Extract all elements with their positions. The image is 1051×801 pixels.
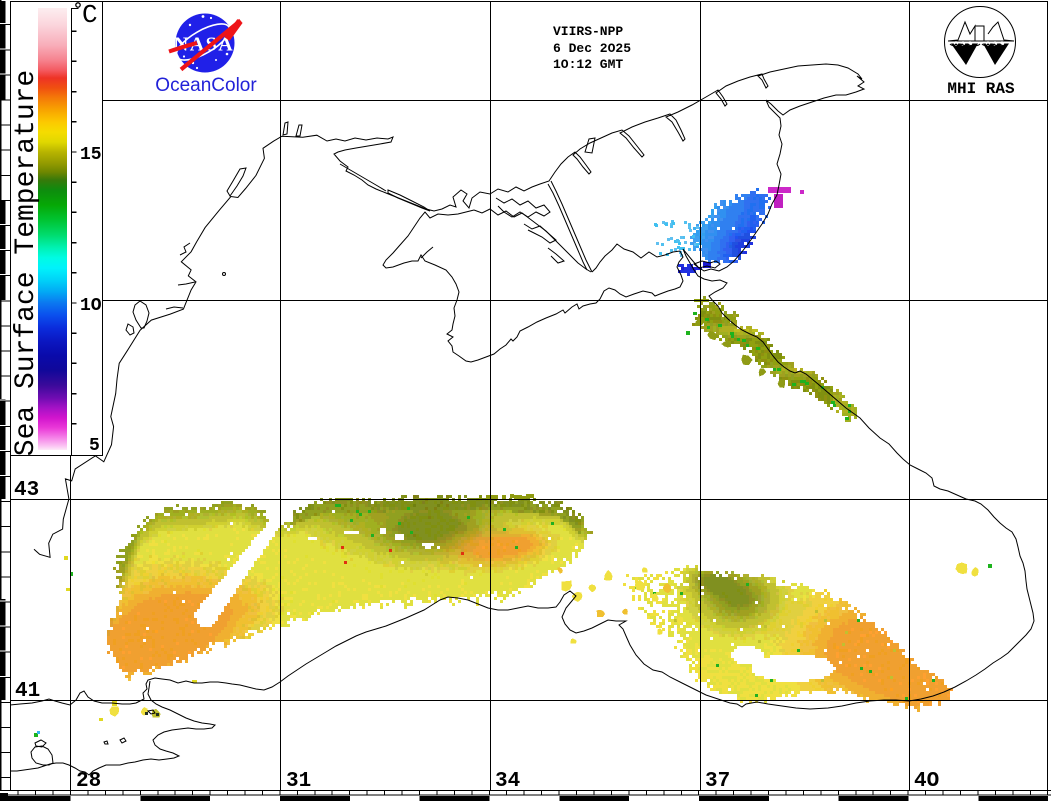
svg-text:41: 41 bbox=[15, 680, 40, 703]
svg-text:Sea Surface Temperature: Sea Surface Temperature bbox=[11, 70, 42, 456]
svg-text:34: 34 bbox=[495, 770, 520, 793]
svg-text:VIIRS-NPP: VIIRS-NPP bbox=[553, 24, 623, 39]
svg-text:6 Dec 2O25: 6 Dec 2O25 bbox=[553, 41, 631, 56]
svg-text:1O: 1O bbox=[80, 296, 102, 316]
svg-text:MHI RAS: MHI RAS bbox=[947, 80, 1015, 98]
svg-text:1O:12 GMT: 1O:12 GMT bbox=[553, 57, 623, 72]
svg-text:15: 15 bbox=[80, 145, 102, 165]
svg-text:28: 28 bbox=[76, 770, 101, 793]
svg-text:OceanColor: OceanColor bbox=[155, 75, 257, 96]
svg-text:31: 31 bbox=[286, 770, 311, 793]
svg-text:43: 43 bbox=[14, 479, 39, 502]
svg-text:C: C bbox=[82, 0, 98, 30]
svg-text:4O: 4O bbox=[914, 770, 939, 793]
svg-text:37: 37 bbox=[705, 770, 730, 793]
svg-text:5: 5 bbox=[89, 436, 100, 456]
